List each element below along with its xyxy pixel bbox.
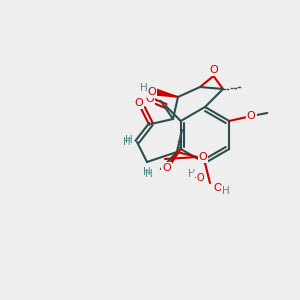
Text: O: O (135, 98, 143, 108)
Text: O: O (247, 111, 256, 121)
Text: H: H (145, 169, 153, 179)
Text: ·O: ·O (194, 173, 204, 183)
Text: O: O (146, 94, 154, 104)
Text: H: H (140, 83, 148, 93)
Text: O: O (148, 87, 156, 97)
Text: H: H (143, 167, 151, 177)
Text: H: H (222, 186, 230, 196)
Text: O: O (214, 183, 222, 193)
Text: O: O (199, 152, 207, 162)
Polygon shape (156, 89, 178, 97)
Text: O: O (162, 163, 171, 173)
Text: H: H (125, 135, 133, 145)
Text: H: H (123, 137, 131, 147)
Text: O: O (209, 65, 218, 75)
Text: H: H (188, 169, 196, 179)
